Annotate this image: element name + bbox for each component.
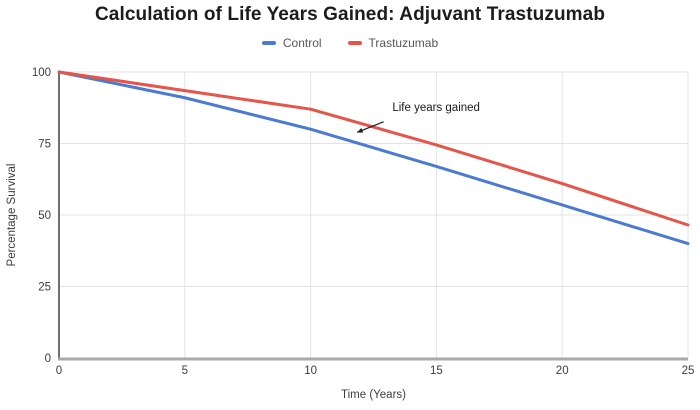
y-tick-label: 0 (45, 353, 51, 365)
x-tick-label: 0 (56, 365, 62, 377)
trastuzumab-line (57, 70, 690, 227)
x-axis-title: Time (Years) (341, 389, 406, 401)
y-tick-label: 25 (38, 282, 51, 294)
x-tick-label: 15 (430, 365, 443, 377)
legend-swatch-icon (347, 41, 362, 45)
control-line (57, 70, 690, 246)
legend-item-control: Control (261, 36, 322, 50)
x-tick-label: 5 (182, 365, 188, 377)
y-axis-title: Percentage Survival (6, 163, 18, 267)
legend-swatch-icon (261, 41, 276, 45)
y-tick-label: 50 (38, 210, 51, 222)
legend-item-trastuzumab: Trastuzumab (347, 36, 439, 50)
x-tick-label: 25 (682, 365, 695, 377)
y-tick-label: 75 (38, 139, 51, 151)
annotation-arrowhead (357, 128, 364, 133)
legend-label: Trastuzumab (368, 36, 439, 50)
annotation-label: Life years gained (392, 102, 480, 114)
chart-title: Calculation of Life Years Gained: Adjuva… (94, 4, 606, 25)
x-tick-label: 10 (304, 365, 317, 377)
y-tick-label: 100 (32, 67, 51, 79)
legend: Control Trastuzumab (0, 36, 700, 50)
x-tick-label: 20 (556, 365, 569, 377)
legend-label: Control (282, 36, 322, 50)
